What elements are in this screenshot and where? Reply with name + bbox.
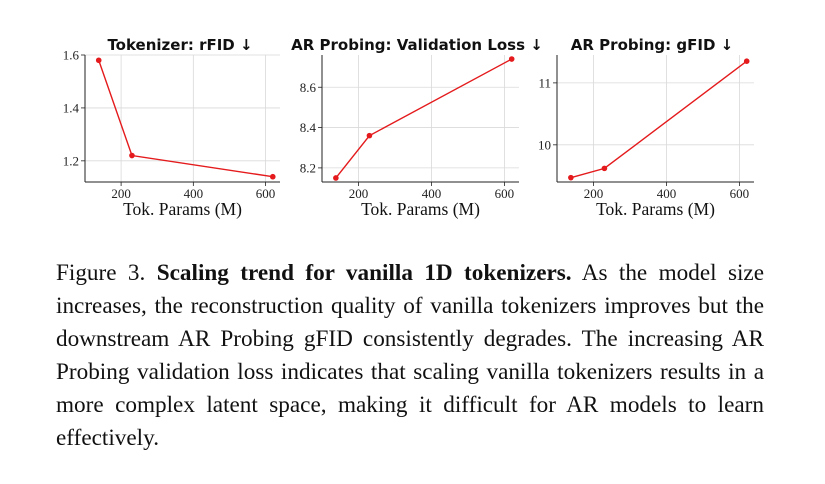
y-tick-label: 1.2 <box>63 153 79 168</box>
x-tick-label: 400 <box>422 186 442 201</box>
chart-title: AR Probing: Validation Loss ↓ <box>291 36 543 54</box>
data-point <box>269 173 276 180</box>
chart-panel-1: 200 400 600 1.2 1.4 1.6 Tokenizer: rFID ↓ Tok. … <box>63 36 280 219</box>
y-tick-label: 8.4 <box>300 120 317 135</box>
x-tick-label: 200 <box>584 186 604 201</box>
series-line <box>335 58 513 179</box>
chart-panel-2: 200 400 600 8.2 8.4 8.6 AR Probing: Validation… <box>291 36 543 219</box>
data-point <box>366 132 373 139</box>
caption-bold-title: Scaling trend for vanilla 1D tokenizers. <box>156 260 572 286</box>
x-tick-label: 600 <box>256 186 276 201</box>
x-tick-label: 400 <box>184 186 204 201</box>
y-tick-label: 8.2 <box>300 160 316 175</box>
x-tick-label: 600 <box>730 186 750 201</box>
data-point <box>743 58 750 64</box>
x-tick-label: 200 <box>349 186 369 201</box>
data-point <box>95 57 102 64</box>
chart-title: Tokenizer: rFID ↓ <box>107 36 252 54</box>
data-point <box>568 174 574 181</box>
series-line <box>570 60 748 179</box>
y-tick-label: 11 <box>538 75 551 90</box>
chart-title: AR Probing: gFID ↓ <box>571 36 733 54</box>
y-tick-label: 10 <box>538 137 551 152</box>
data-point <box>508 56 515 62</box>
caption-text: As the model size increases, the reconst… <box>56 260 765 451</box>
series-line <box>98 60 273 178</box>
y-tick-label: 1.6 <box>63 48 80 63</box>
x-tick-label: 200 <box>111 186 131 201</box>
y-tick-label: 8.6 <box>300 80 317 95</box>
x-axis-label: Tok. Params (M) <box>123 199 242 219</box>
y-tick-label: 1.4 <box>63 100 80 115</box>
figure-charts: 200 400 600 1.2 1.4 1.6 Tokenizer: rFID ↓ Tok. … <box>63 36 754 219</box>
data-point <box>601 165 608 172</box>
x-axis-label: Tok. Params (M) <box>596 199 715 219</box>
x-tick-label: 400 <box>657 186 677 201</box>
x-axis-label: Tok. Params (M) <box>361 199 480 219</box>
caption-label: Figure 3. <box>56 260 146 286</box>
data-point <box>129 152 135 159</box>
data-point <box>333 175 339 181</box>
x-tick-label: 600 <box>495 186 515 201</box>
chart-panel-3: 200 400 600 10 11 AR Probing: gFID ↓ Tok. Para… <box>538 36 754 219</box>
figure-caption: Figure 3. Scaling trend for vanilla 1D t… <box>56 257 764 455</box>
